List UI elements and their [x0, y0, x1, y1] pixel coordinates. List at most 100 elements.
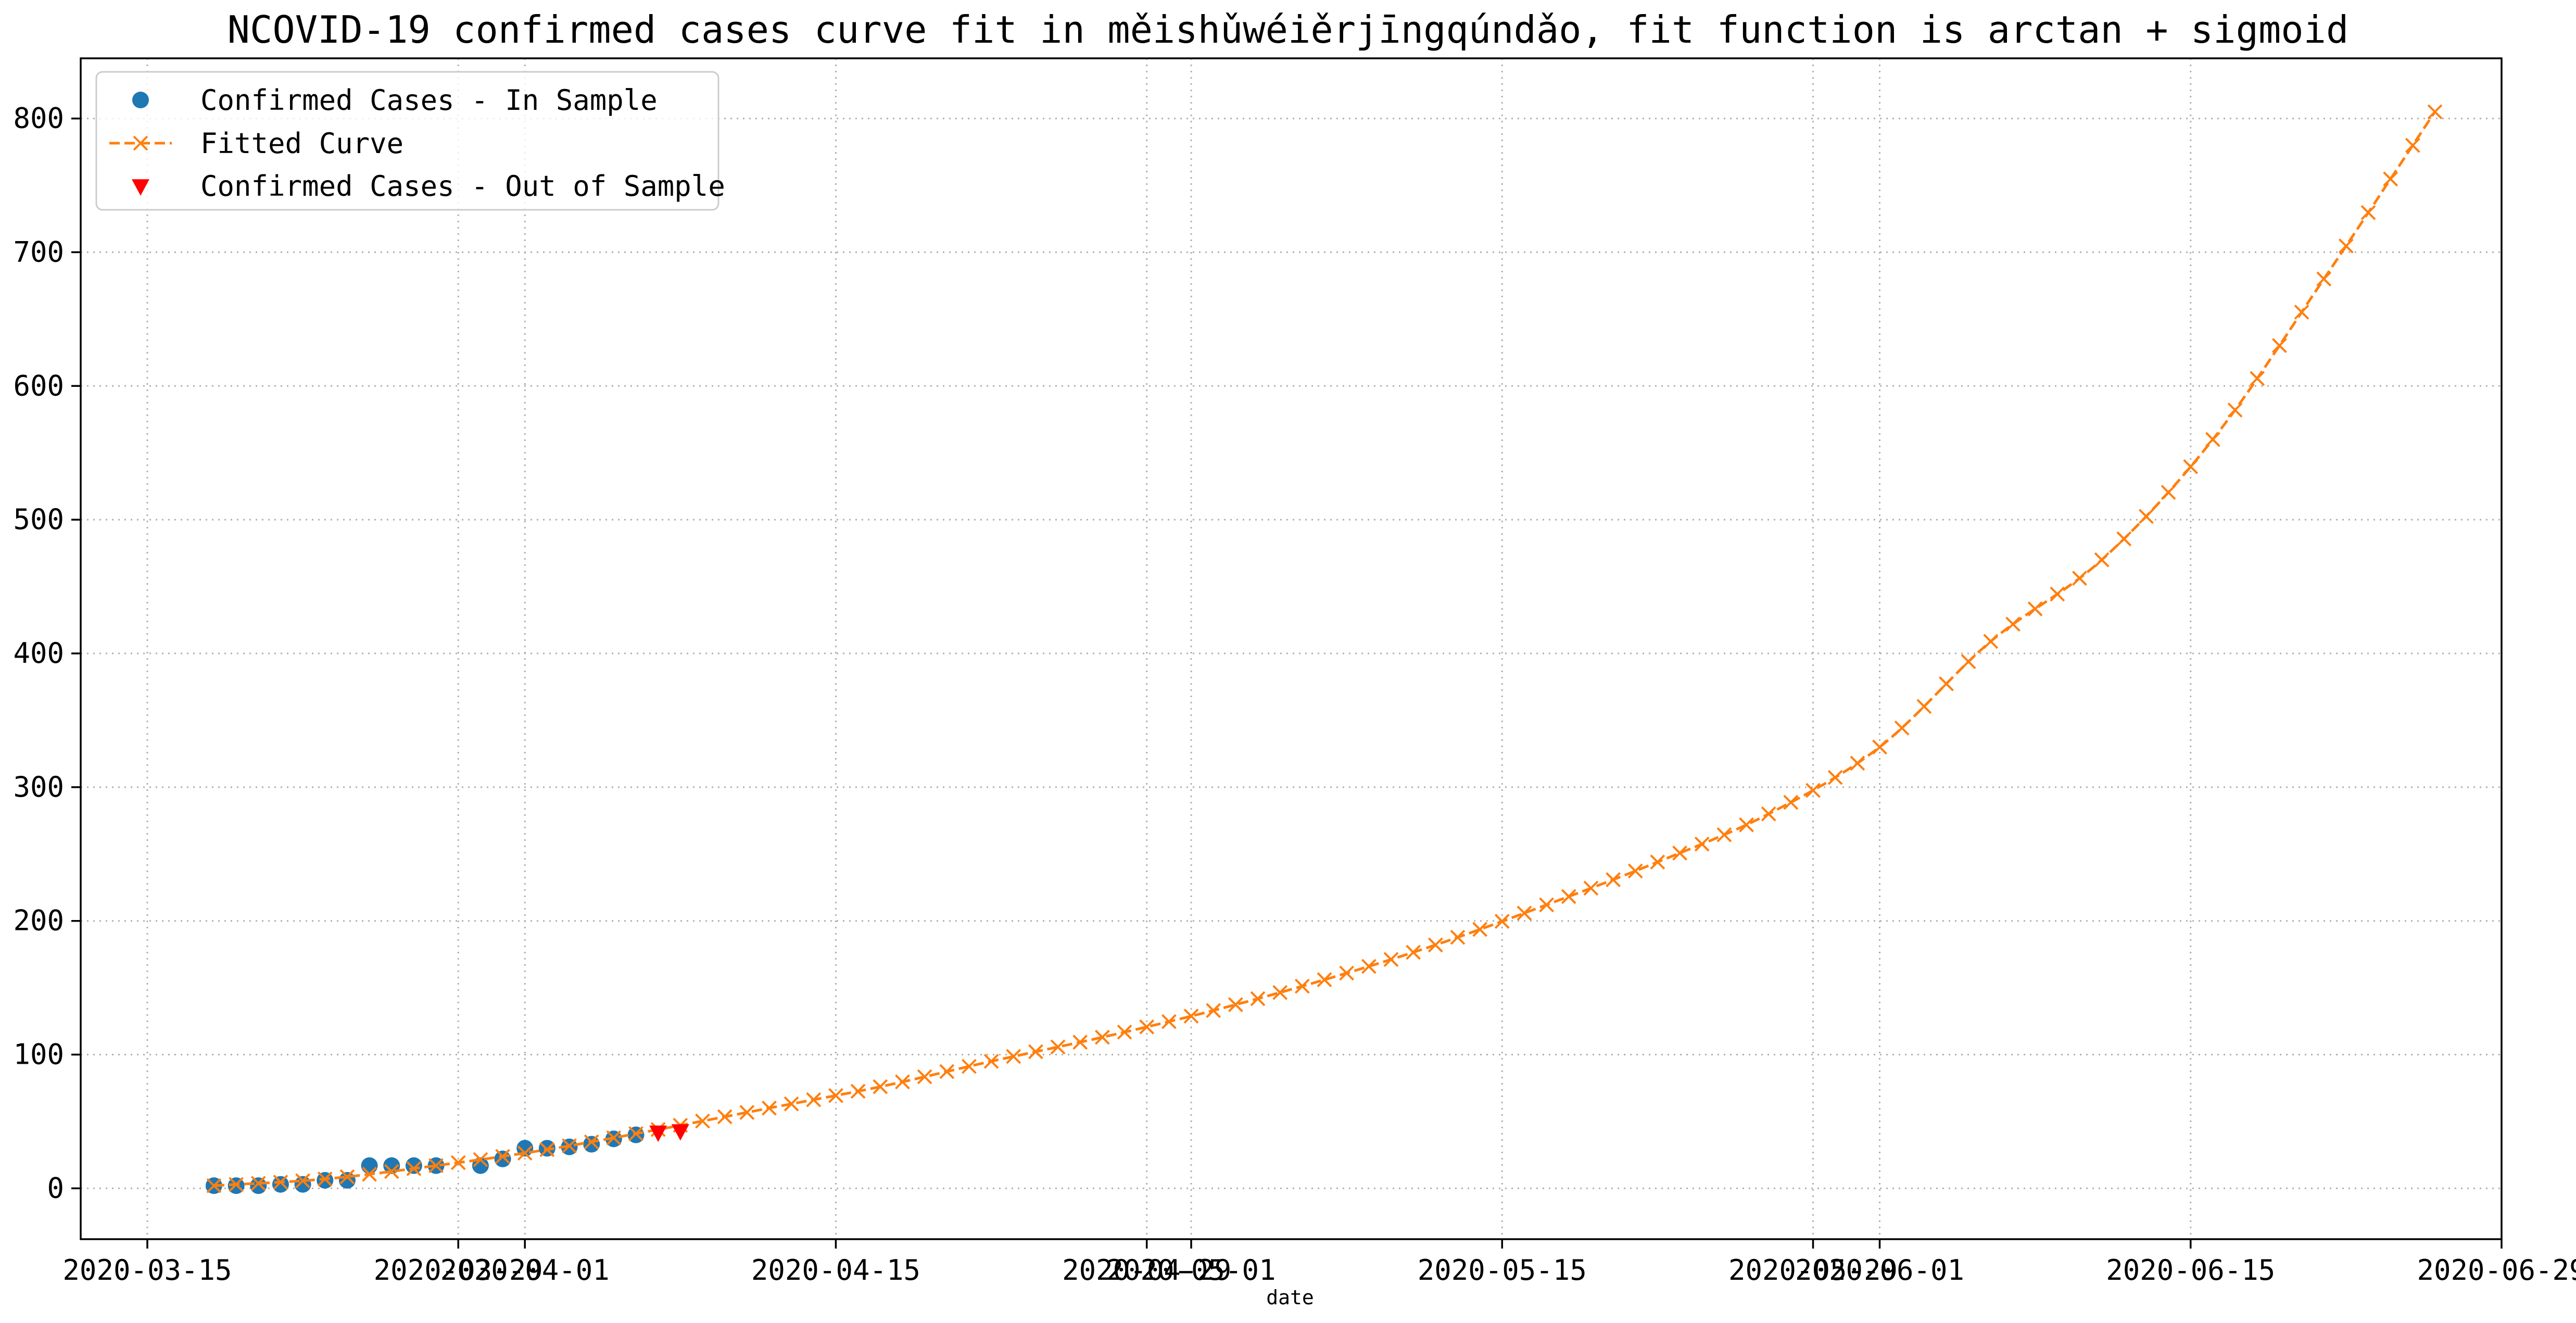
fitted-curve-marker [428, 1158, 444, 1174]
fitted-curve-marker [1606, 872, 1621, 887]
fitted-curve-marker [1961, 654, 1976, 670]
x-tick-label: 2020-03-15 [62, 1254, 232, 1287]
fitted-curve-marker [2316, 271, 2332, 287]
fitted-curve-marker [1650, 854, 1665, 870]
legend-label: Confirmed Cases - In Sample [200, 84, 658, 117]
y-tick-label: 600 [13, 369, 64, 402]
fitted-curve-marker [2294, 305, 2309, 320]
x-tick-label: 2020-06-15 [2106, 1254, 2275, 1287]
y-tick-label: 800 [13, 102, 64, 135]
fitted-curve-marker [2183, 459, 2199, 474]
fitted-curve-marker [1294, 978, 1310, 994]
series-2 [649, 1124, 689, 1142]
fitted-curve-marker [450, 1155, 466, 1170]
legend-marker-fitted [133, 135, 148, 151]
y-tick-label: 400 [13, 637, 64, 670]
fitted-curve-marker [339, 1169, 355, 1185]
in-sample-point [583, 1136, 600, 1153]
fitted-curve-marker [2360, 205, 2376, 220]
fitted-curve-marker [873, 1079, 888, 1094]
fitted-curve-marker [1850, 755, 1865, 771]
in-sample-point [405, 1157, 422, 1174]
fitted-curve-marker [1450, 929, 1466, 945]
fitted-curve-marker [895, 1074, 910, 1090]
fitted-curve-marker [717, 1109, 733, 1125]
fitted-curve-marker [384, 1164, 399, 1179]
x-tick-label: 2020-05-29 [1728, 1254, 1898, 1287]
fitted-curve-marker [939, 1064, 955, 1079]
fitted-curve-marker [762, 1100, 777, 1116]
in-sample-point [494, 1150, 511, 1167]
x-axis-label: date [1266, 1286, 1314, 1309]
x-tick-label: 2020-03-29 [374, 1254, 543, 1287]
fitted-curve-marker [1406, 944, 1421, 960]
fitted-curve-marker [1827, 770, 1843, 785]
fitted-curve-marker [2405, 137, 2420, 153]
fitted-curve-marker [606, 1130, 622, 1145]
fitted-curve-marker [1183, 1009, 1199, 1024]
plot-frame [80, 57, 2503, 1240]
fitted-curve-marker [2338, 238, 2354, 254]
fitted-curve-marker [1716, 827, 1732, 842]
fitted-curve-marker [562, 1138, 577, 1154]
fitted-curve-marker [1739, 817, 1754, 833]
fitted-curve-marker [1228, 997, 1243, 1012]
fitted-curve-marker [1072, 1035, 1088, 1050]
fitted-curve-marker [1517, 905, 1532, 921]
fitted-curve-marker [1383, 952, 1399, 967]
fitted-curve-marker [1872, 739, 1887, 755]
fitted-curve-marker [1916, 699, 1932, 714]
fitted-curve-marker [628, 1126, 643, 1141]
chart-title: NCOVID-19 confirmed cases curve fit in m… [228, 8, 2349, 52]
fitted-curve-marker [1006, 1049, 1021, 1064]
fitted-curve-marker [1028, 1044, 1043, 1060]
fitted-curve-marker [806, 1092, 822, 1107]
fitted-curve-marker [917, 1069, 932, 1085]
y-tick-label: 300 [13, 771, 64, 803]
fitted-curve-marker [1694, 836, 1710, 852]
fitted-curve-marker [1094, 1029, 1110, 1045]
out-of-sample-point [671, 1124, 689, 1141]
y-tick-label: 0 [47, 1171, 64, 1204]
y-tick-label: 100 [13, 1038, 64, 1071]
fitted-curve-marker [1250, 991, 1266, 1006]
y-tick-label: 700 [13, 235, 64, 268]
fitted-curve-marker [1539, 897, 1555, 913]
fitted-curve-marker [2383, 171, 2398, 187]
fitted-curve-marker [1561, 889, 1576, 904]
fitted-curve-marker [962, 1059, 977, 1074]
fitted-curve-marker [495, 1149, 510, 1164]
fitted-curve-marker [1272, 985, 1288, 1000]
fitted-curve-marker [1161, 1014, 1177, 1029]
series-0 [205, 1126, 645, 1194]
in-sample-point [294, 1176, 311, 1193]
fitted-curve-marker [1472, 922, 1488, 937]
x-tick-label: 2020-05-01 [1106, 1254, 1276, 1287]
fitted-curve-marker [2205, 432, 2220, 447]
fitted-curve-marker [1894, 720, 1910, 736]
fitted-curve-marker [1627, 863, 1643, 879]
legend-box [95, 71, 719, 211]
fitted-curve-marker [1317, 972, 1332, 988]
fitted-curve-marker [2427, 104, 2443, 120]
y-tick-label: 200 [13, 904, 64, 937]
fitted-curve-marker [250, 1176, 266, 1191]
series-1 [206, 104, 2443, 1193]
fitted-curve-marker [1983, 634, 1999, 649]
x-tick-label: 2020-04-01 [440, 1254, 610, 1287]
fitted-curve-marker [295, 1173, 311, 1189]
fitted-curve-marker [739, 1105, 755, 1120]
fitted-curve-marker [1783, 795, 1799, 810]
in-sample-point [338, 1171, 356, 1189]
fitted-curve-marker [539, 1142, 555, 1157]
fitted-curve-marker [362, 1166, 377, 1182]
x-tick-label: 2020-06-01 [1795, 1254, 1964, 1287]
fitted-curve-marker [695, 1113, 710, 1129]
x-tick-label: 2020-04-29 [1062, 1254, 1231, 1287]
out-of-sample-point [649, 1125, 667, 1142]
legend-label: Fitted Curve [200, 127, 403, 160]
fitted-curve-marker [784, 1096, 799, 1112]
